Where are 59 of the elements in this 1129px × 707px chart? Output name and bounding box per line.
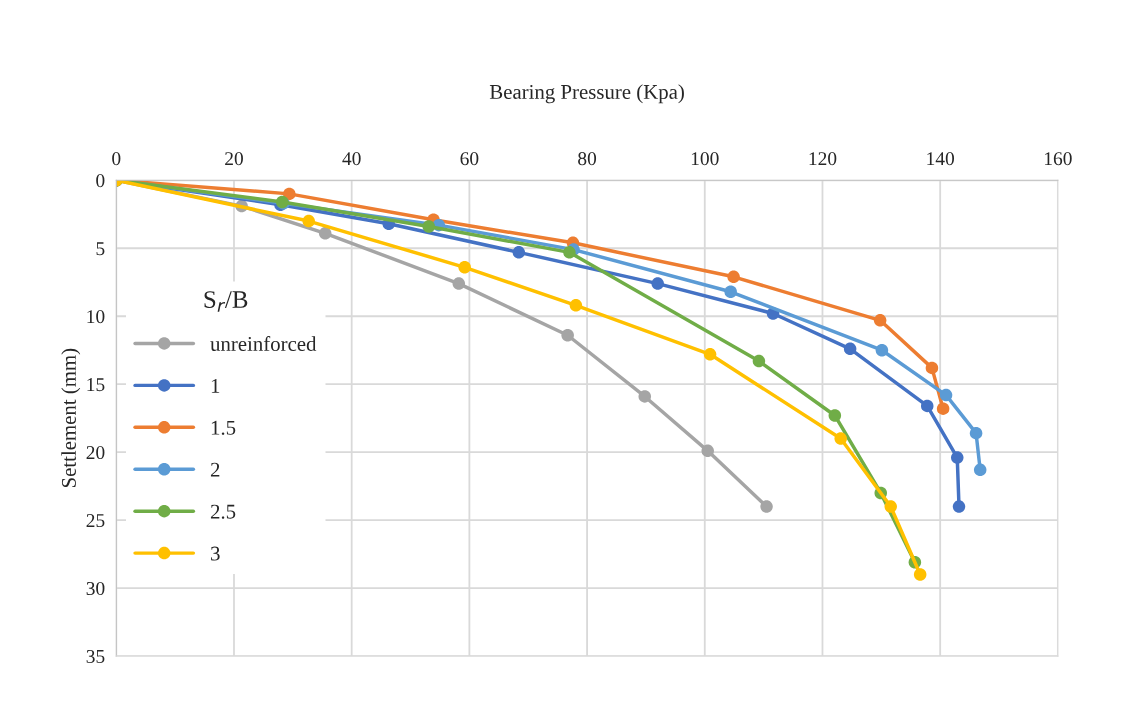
- point: [760, 500, 773, 513]
- point: [952, 500, 966, 513]
- y-tick-label: 35: [86, 649, 105, 664]
- point: [939, 388, 953, 402]
- point: [936, 402, 950, 415]
- point: [638, 390, 651, 403]
- x-tick-label: 20: [225, 152, 243, 166]
- legend-label: 2.5: [210, 504, 236, 519]
- x-tick-label: 0: [112, 152, 121, 166]
- point: [973, 463, 987, 477]
- point: [318, 227, 332, 240]
- point: [561, 329, 574, 342]
- x-tick-label: 120: [809, 152, 837, 166]
- point: [913, 568, 927, 581]
- legend-label: 1.5: [211, 420, 236, 435]
- point: [283, 187, 296, 201]
- point: [752, 354, 766, 368]
- point: [925, 361, 939, 375]
- y-axis-title: Settlement (mm): [61, 348, 81, 488]
- y-tick-label: 25: [86, 514, 105, 528]
- point: [512, 246, 526, 259]
- legend-label: 2: [210, 462, 220, 477]
- point: [651, 277, 664, 290]
- point: [724, 285, 737, 299]
- point: [969, 426, 983, 440]
- x-tick-label: 60: [460, 152, 479, 166]
- point: [834, 432, 847, 445]
- y-tick-label: 0: [96, 174, 105, 188]
- point: [569, 299, 583, 312]
- point: [920, 399, 934, 413]
- point: [727, 270, 740, 284]
- x-tick-label: 100: [691, 152, 719, 166]
- point: [828, 409, 842, 422]
- point: [452, 277, 466, 290]
- point: [458, 261, 471, 274]
- x-tick-label: 40: [342, 152, 361, 166]
- x-axis-title: Bearing Pressure (Kpa): [489, 84, 684, 104]
- point: [422, 220, 436, 233]
- x-tick-label: 140: [927, 152, 955, 166]
- x-tick-label: 80: [578, 152, 597, 166]
- point: [701, 444, 714, 458]
- point: [703, 348, 717, 361]
- y-tick-label: 5: [96, 242, 105, 256]
- x-tick-label: 160: [1045, 152, 1072, 166]
- point: [884, 500, 897, 513]
- y-tick-label: 30: [86, 581, 105, 596]
- legend-title: S$_{r}$/B: [204, 291, 248, 312]
- y-tick-label: 20: [86, 445, 105, 460]
- y-tick-label: 15: [87, 378, 105, 392]
- point: [843, 342, 857, 356]
- legend-label: 1: [211, 378, 220, 393]
- point: [873, 314, 887, 327]
- point: [563, 246, 576, 259]
- point: [950, 451, 964, 464]
- y-tick-label: 10: [87, 310, 105, 324]
- legend-label: 3: [211, 546, 220, 561]
- point: [302, 214, 315, 228]
- point: [875, 343, 889, 357]
- legend-label: unreinforced: [210, 336, 317, 351]
